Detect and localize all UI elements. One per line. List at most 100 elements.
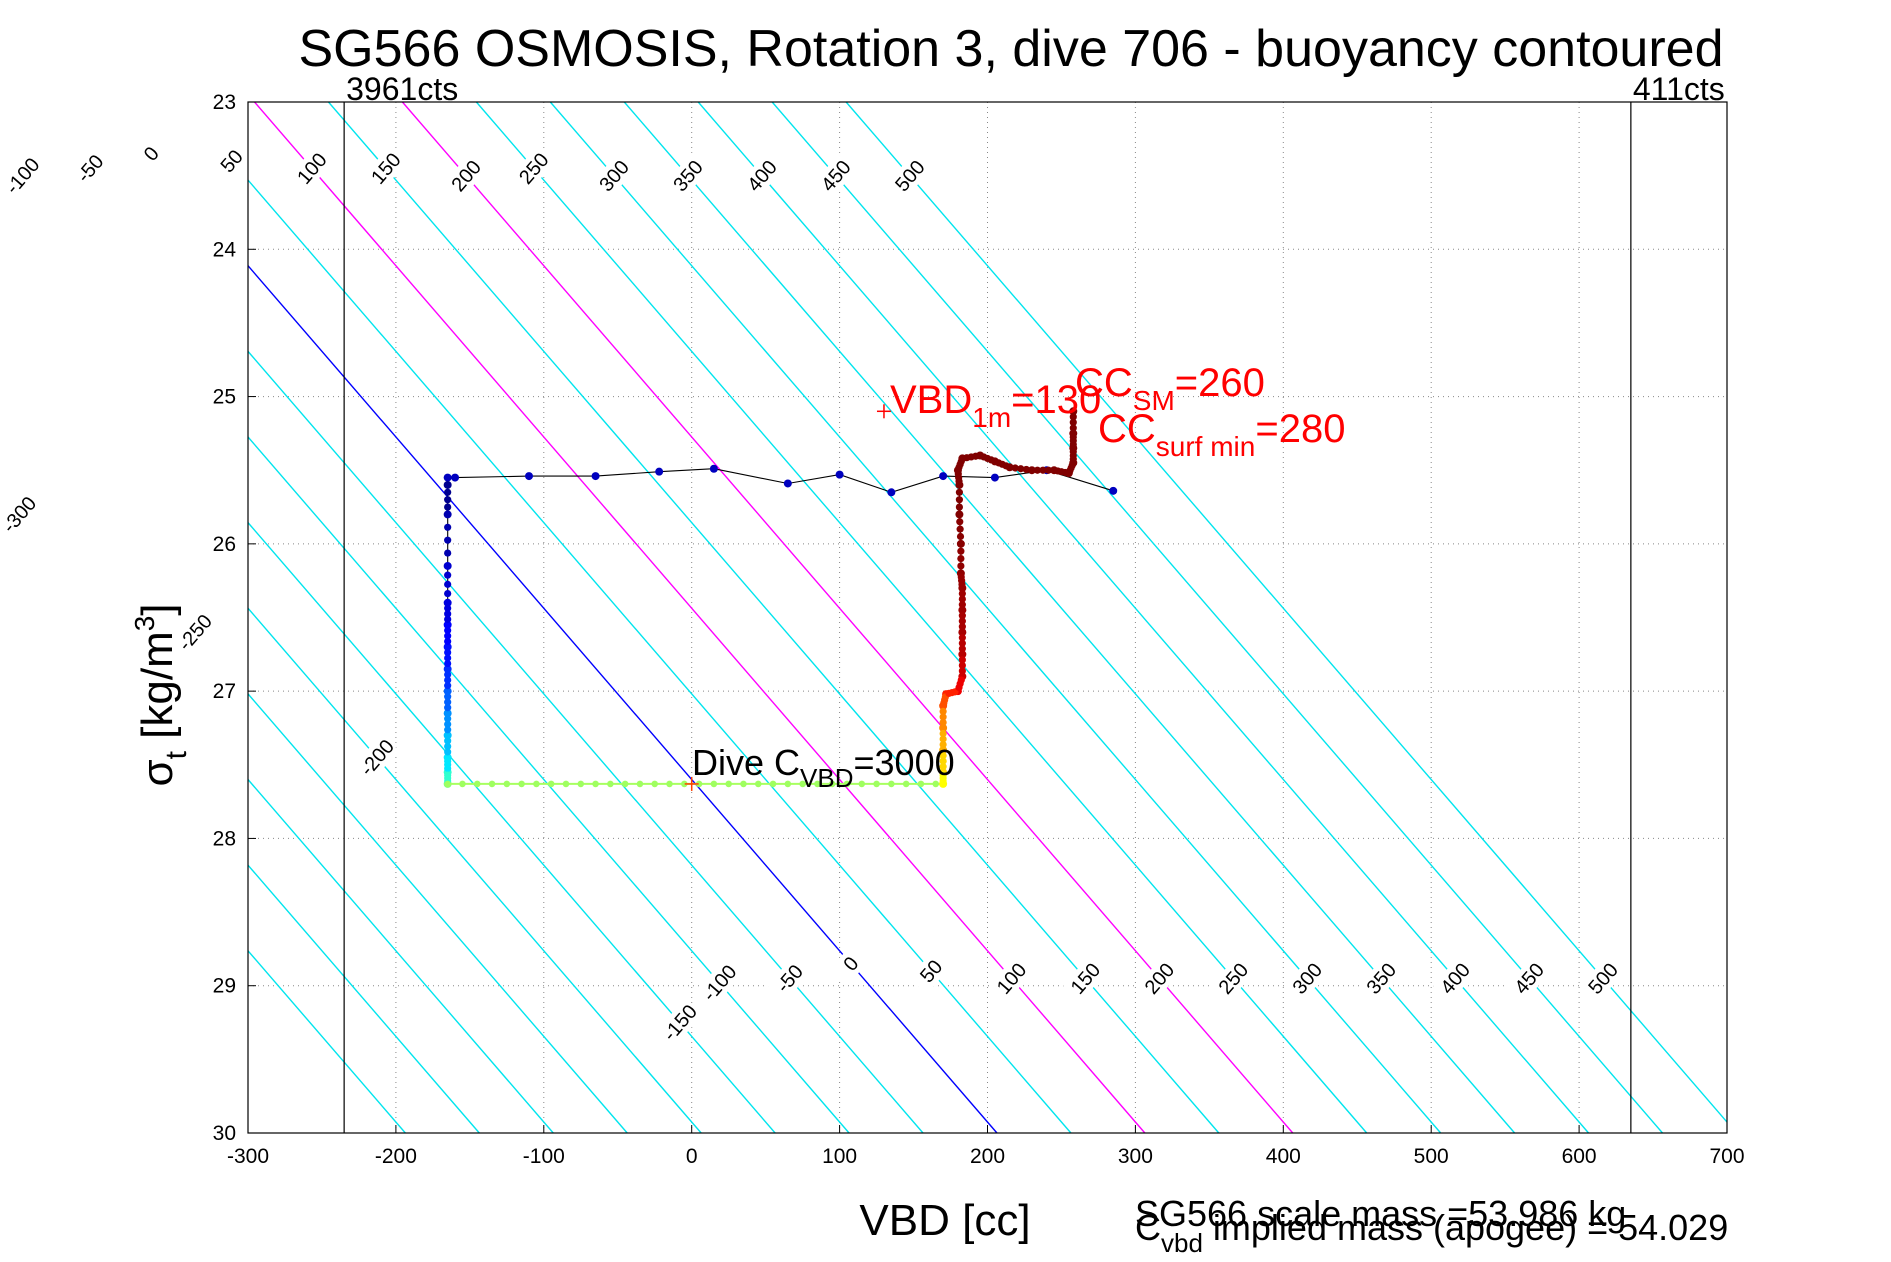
data-point: [451, 473, 460, 482]
data-point: [843, 780, 851, 788]
data-point: [939, 718, 947, 727]
contour-label-bg: [813, 152, 858, 199]
contour-label-bg: [511, 145, 556, 192]
data-point: [828, 780, 836, 788]
data-point: [695, 780, 703, 788]
contour-line: [247, 265, 998, 1134]
data-point: [769, 780, 777, 788]
data-point: [444, 693, 452, 701]
data-point: [932, 780, 940, 788]
data-point: [958, 639, 966, 647]
data-point: [972, 452, 980, 460]
x-tick-label: 200: [970, 1145, 1005, 1168]
data-point: [958, 634, 966, 642]
contour-label-bg: [908, 948, 954, 994]
data-point: [533, 780, 540, 788]
data-point: [939, 771, 947, 779]
data-point: [835, 470, 844, 479]
contour-label: -150: [659, 1001, 702, 1046]
data-point: [958, 623, 966, 631]
dive-cvbd-annotation: Dive CVBD=3000: [692, 742, 955, 793]
data-point: [444, 488, 452, 496]
data-point: [444, 536, 452, 544]
data-point: [939, 757, 947, 765]
data-point: [681, 780, 688, 788]
contour-label-bg: [591, 152, 637, 199]
data-point: [990, 473, 999, 482]
data-point: [1022, 465, 1030, 474]
contour-label-bg: [1284, 955, 1330, 1002]
data-point: [957, 573, 965, 581]
data-point: [444, 676, 452, 684]
x-tick-label: 600: [1562, 1145, 1597, 1168]
contour-line: [247, 350, 924, 1134]
contour-label-bg: [0, 152, 45, 199]
contour-label-bg: [1358, 955, 1404, 1002]
data-point: [939, 713, 947, 721]
data-point: [525, 472, 534, 481]
data-point: [592, 780, 599, 788]
data-point: [1068, 461, 1076, 470]
data-point: [443, 687, 452, 696]
data-point: [955, 496, 963, 504]
contour-label-bg: [1211, 955, 1256, 1002]
data-point: [957, 547, 965, 555]
data-point: [444, 496, 452, 504]
data-point: [443, 510, 452, 519]
contour-line: [247, 693, 628, 1134]
y-tick-labels: 23 24 25 26 27 28 29 30: [213, 91, 256, 1145]
data-point: [958, 589, 966, 598]
data-point: [444, 682, 452, 690]
y-label-sup: 3: [129, 616, 160, 632]
y-label-close: ]: [133, 603, 182, 615]
data-point: [958, 601, 966, 609]
data-point: [1011, 464, 1019, 472]
data-point: [956, 525, 964, 533]
data-point: [444, 720, 452, 728]
contour-label-bg: [209, 137, 254, 184]
x-axis-label: VBD [cc]: [859, 1196, 1030, 1245]
chart-title: SG566 OSMOSIS, Rotation 3, dive 706 - bu…: [298, 20, 1723, 78]
data-point: [957, 676, 965, 684]
data-point: [725, 780, 732, 788]
data-point: [444, 698, 452, 706]
data-point: [444, 742, 452, 750]
y-tick-label: 23: [213, 91, 236, 114]
data-point: [444, 589, 452, 598]
contour-line: [697, 101, 1590, 1134]
cc-sm-annotation: CCSM=260: [1075, 361, 1265, 416]
y-tick-label: 25: [213, 386, 236, 409]
data-point: [955, 503, 963, 511]
data-point: [444, 604, 452, 612]
y-tick-label: 29: [213, 975, 236, 998]
y-label-sigma: σ: [133, 759, 182, 786]
y-label-units: [kg/m: [133, 631, 182, 751]
data-point: [958, 667, 966, 675]
data-point: [443, 598, 452, 607]
data-point: [443, 473, 452, 482]
contour-line: [247, 950, 406, 1134]
data-point: [444, 503, 452, 511]
y-tick-label: 26: [213, 533, 236, 556]
data-point: [443, 620, 452, 629]
data-point: [444, 615, 452, 623]
contour-label-bg: [1580, 955, 1626, 1002]
data-point: [444, 737, 452, 745]
contour-label-bg: [657, 999, 702, 1046]
data-point: [444, 632, 452, 640]
contour-label-bg: [0, 189, 3, 236]
data-point: [958, 656, 966, 664]
data-point: [518, 780, 525, 788]
data-point: [443, 561, 452, 570]
data-point: [444, 654, 452, 662]
data-point: [444, 780, 451, 788]
data-point: [444, 704, 452, 712]
data-point: [958, 628, 967, 637]
x-tick-label: 500: [1414, 1145, 1449, 1168]
data-point: [740, 780, 747, 788]
data-point: [444, 580, 452, 588]
data-point: [954, 470, 962, 478]
contour-line: [771, 101, 1664, 1134]
contour-line: [253, 101, 1146, 1134]
